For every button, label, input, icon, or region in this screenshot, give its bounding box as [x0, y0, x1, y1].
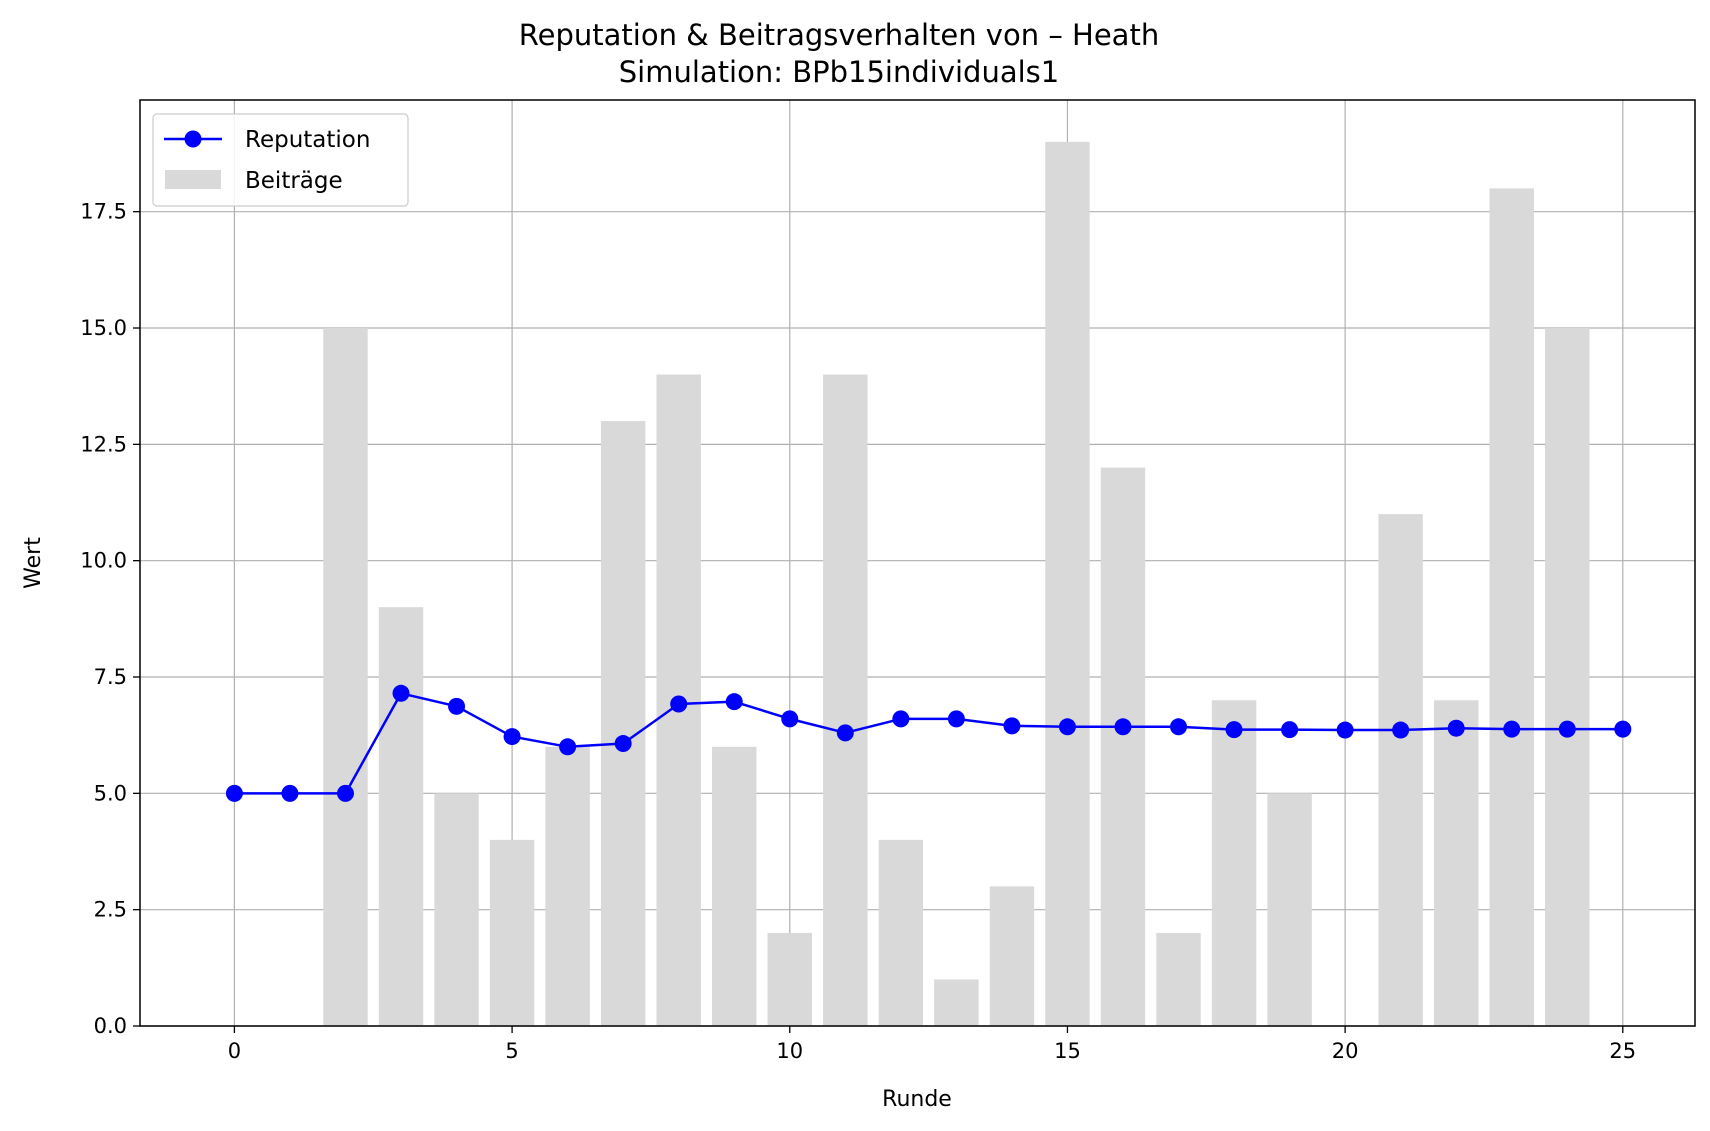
bar-beitraege: [712, 746, 757, 1026]
legend-label-beitraege: Beiträge: [245, 168, 343, 194]
reputation-point: [559, 738, 577, 756]
reputation-point: [1114, 718, 1132, 736]
y-tick-label: 17.5: [80, 200, 127, 224]
x-tick-label: 15: [1054, 1039, 1081, 1063]
reputation-point: [1225, 721, 1243, 739]
reputation-point: [614, 735, 632, 753]
bar-beitraege: [1156, 932, 1201, 1026]
y-tick-label: 2.5: [94, 898, 127, 922]
legend-bar-swatch: [165, 170, 221, 189]
bar-beitraege: [489, 839, 535, 1026]
line-series-reputation: [225, 684, 1632, 802]
bar-beitraege: [378, 607, 424, 1026]
bar-beitraege: [1100, 467, 1146, 1026]
y-tick-label: 0.0: [94, 1014, 127, 1038]
y-tick-label: 10.0: [80, 549, 127, 573]
x-axis-label: Runde: [882, 1087, 952, 1112]
chart-subtitle: Simulation: BPb15individuals1: [619, 55, 1059, 89]
reputation-point: [725, 693, 743, 711]
reputation-point: [1170, 718, 1188, 736]
legend-label-reputation: Reputation: [245, 127, 370, 153]
bar-beitraege: [545, 746, 590, 1026]
reputation-point: [1003, 717, 1021, 735]
legend: Reputation Beiträge: [152, 113, 409, 207]
x-tick-label: 10: [776, 1039, 803, 1063]
legend-marker-swatch: [184, 130, 202, 148]
reputation-point: [225, 784, 243, 802]
reputation-point: [1281, 721, 1299, 739]
y-axis-label: Wert: [21, 537, 46, 589]
bar-beitraege: [1489, 188, 1534, 1027]
bar-beitraege: [1267, 793, 1312, 1026]
bar-beitraege: [1045, 141, 1090, 1026]
x-tick-label: 5: [505, 1039, 518, 1063]
reputation-point: [1336, 721, 1354, 739]
bar-beitraege: [1545, 328, 1590, 1027]
reputation-point: [892, 710, 910, 728]
bar-beitraege: [434, 793, 479, 1026]
reputation-point: [1392, 721, 1410, 739]
bar-beitraege: [989, 886, 1035, 1026]
reputation-point: [947, 710, 965, 728]
plot-frame: [139, 99, 1696, 1027]
reputation-point: [336, 784, 354, 802]
x-tick-label: 20: [1332, 1039, 1359, 1063]
bar-beitraege: [1211, 700, 1257, 1026]
reputation-point: [448, 697, 466, 715]
y-tick-label: 15.0: [80, 316, 127, 340]
bar-beitraege: [823, 374, 868, 1026]
bar-beitraege: [878, 839, 924, 1026]
reputation-point: [1614, 720, 1632, 738]
bar-beitraege: [600, 421, 646, 1026]
x-axis: 0 5 10 15 20 25: [228, 1026, 1636, 1063]
y-tick-label: 5.0: [94, 781, 127, 805]
reputation-point: [781, 710, 799, 728]
bar-beitraege: [934, 979, 979, 1026]
bar-beitraege: [767, 932, 812, 1026]
reputation-point: [281, 784, 299, 802]
reputation-point: [836, 724, 854, 742]
reputation-point: [1447, 719, 1465, 737]
bar-beitraege: [1433, 700, 1479, 1026]
y-tick-label: 12.5: [80, 432, 127, 456]
reputation-point: [1558, 720, 1576, 738]
x-tick-label: 25: [1609, 1039, 1636, 1063]
chart-title: Reputation & Beitragsverhalten von – Hea…: [519, 18, 1159, 52]
y-axis: 0.0 2.5 5.0 7.5 10.0 12.5 15.0 17.5: [80, 200, 140, 1038]
bar-beitraege: [323, 328, 368, 1027]
bar-series-beitraege: [323, 141, 1590, 1027]
reputation-line: [234, 692, 1623, 795]
y-tick-label: 7.5: [94, 665, 127, 689]
reputation-point: [392, 684, 410, 702]
reputation-point: [1503, 720, 1521, 738]
reputation-point: [1058, 718, 1076, 736]
reputation-point: [670, 695, 688, 713]
reputation-point: [503, 728, 521, 746]
bar-beitraege: [1378, 514, 1423, 1026]
x-tick-label: 0: [228, 1039, 241, 1063]
